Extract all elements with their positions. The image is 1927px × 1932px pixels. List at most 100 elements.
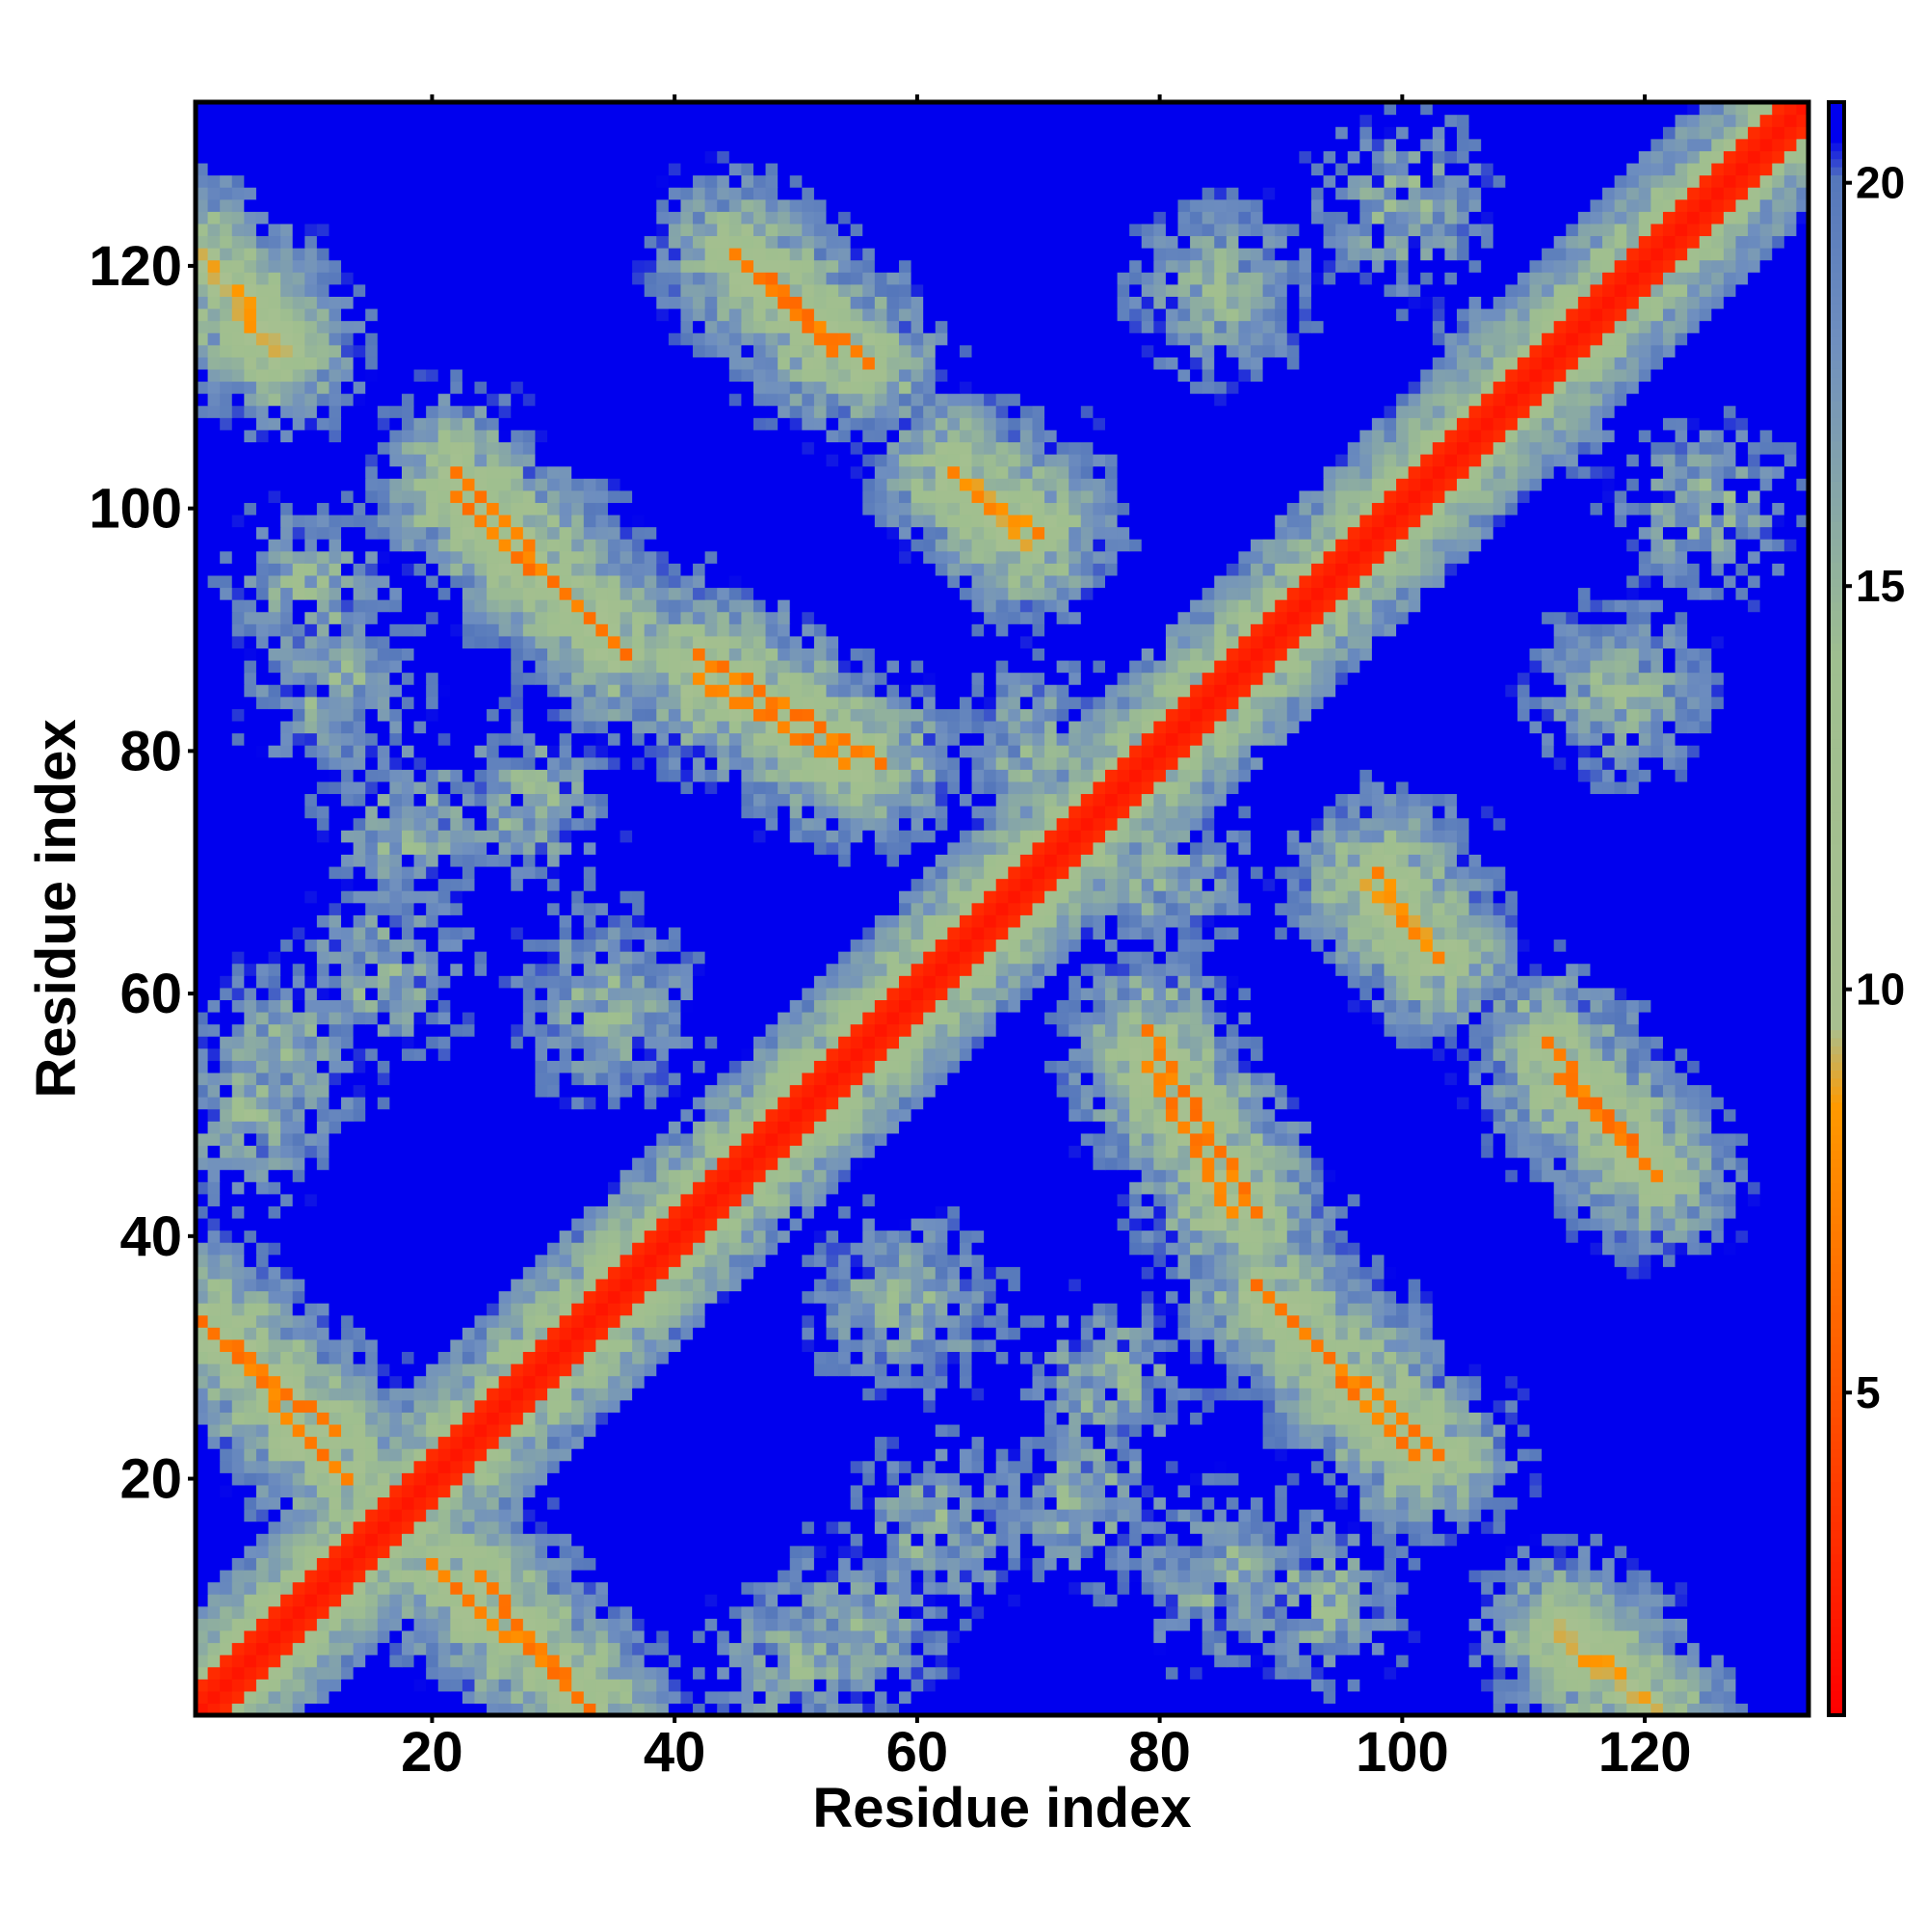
heatmap-cell xyxy=(255,1484,270,1498)
heatmap-cell xyxy=(995,1327,1009,1340)
heatmap-cell xyxy=(231,999,245,1013)
heatmap-cell xyxy=(899,1545,912,1558)
heatmap-cell xyxy=(935,1581,948,1595)
heatmap-cell xyxy=(1104,1108,1119,1122)
heatmap-cell xyxy=(1384,1388,1410,1401)
heatmap-cell xyxy=(1008,1496,1021,1510)
heatmap-cell xyxy=(1396,963,1410,976)
heatmap-cell xyxy=(752,1047,767,1061)
heatmap-cell xyxy=(559,1448,572,1462)
heatmap-cell xyxy=(1238,975,1349,989)
heatmap-cell xyxy=(728,1666,742,1680)
heatmap-cell xyxy=(1542,1703,1555,1716)
heatmap-cell xyxy=(1626,1266,1640,1280)
heatmap-cell xyxy=(377,1375,390,1389)
heatmap-cell xyxy=(231,1314,245,1328)
heatmap-cell xyxy=(935,1327,948,1340)
heatmap-cell xyxy=(535,1569,548,1583)
heatmap-cell xyxy=(1141,1484,1154,1498)
heatmap-cell xyxy=(268,1303,281,1316)
heatmap-cell xyxy=(1396,1351,1410,1364)
heatmap-cell xyxy=(292,1448,305,1462)
heatmap-cell xyxy=(789,1629,803,1644)
heatmap-cell xyxy=(559,1072,572,1086)
heatmap-cell xyxy=(850,963,863,976)
heatmap-cell xyxy=(813,975,828,989)
heatmap-cell xyxy=(365,1521,379,1534)
heatmap-cell xyxy=(231,1690,245,1705)
heatmap-cell xyxy=(1481,1399,1494,1413)
heatmap-cell xyxy=(1371,1327,1386,1340)
heatmap-cell xyxy=(231,1703,245,1716)
heatmap-cell xyxy=(1262,1084,1276,1098)
heatmap-cell xyxy=(1299,1303,1312,1316)
heatmap-cell xyxy=(1044,1569,1119,1583)
heatmap-cell xyxy=(802,987,815,1000)
heatmap-cell xyxy=(365,1581,379,1595)
heatmap-cell xyxy=(353,1666,427,1680)
heatmap-cell xyxy=(1117,1594,1154,1607)
heatmap-cell xyxy=(426,1666,439,1680)
heatmap-cell xyxy=(1141,975,1154,989)
heatmap-cell xyxy=(196,1618,209,1631)
heatmap-cell xyxy=(1177,1181,1191,1195)
heatmap-cell xyxy=(826,1703,839,1716)
heatmap-cell xyxy=(426,1412,439,1425)
heatmap-cell xyxy=(377,1072,390,1086)
heatmap-cell xyxy=(959,1266,973,1280)
heatmap-cell xyxy=(1286,1327,1300,1340)
heatmap-cell xyxy=(1104,987,1119,1000)
heatmap-cell xyxy=(1056,963,1082,976)
heatmap-cell xyxy=(365,1399,379,1413)
heatmap-cell xyxy=(474,1436,488,1449)
heatmap-cell xyxy=(196,1375,209,1389)
heatmap-cell xyxy=(1505,1569,1518,1583)
heatmap-cell xyxy=(778,1023,791,1037)
heatmap-cell xyxy=(838,1278,852,1292)
heatmap-cell xyxy=(255,1047,270,1061)
heatmap-cell xyxy=(1650,1205,1664,1219)
heatmap-cell xyxy=(1129,1399,1143,1413)
heatmap-cell xyxy=(984,963,997,976)
heatmap-cell xyxy=(1577,963,1592,976)
heatmap-cell xyxy=(813,1605,828,1619)
heatmap-cell xyxy=(280,1412,294,1425)
heatmap-cell xyxy=(1590,1703,1603,1716)
heatmap-cell xyxy=(231,1327,245,1340)
heatmap-cell xyxy=(813,1023,828,1037)
heatmap-cell xyxy=(850,1521,876,1534)
heatmap-cell xyxy=(923,1654,937,1668)
heatmap-cell xyxy=(1310,1169,1325,1182)
heatmap-cell xyxy=(462,1472,476,1486)
heatmap-cell xyxy=(862,1679,876,1692)
heatmap-cell xyxy=(1019,987,1034,1000)
heatmap-cell xyxy=(316,1399,330,1413)
heatmap-cell xyxy=(1286,1557,1300,1571)
heatmap-cell xyxy=(1723,1242,1737,1256)
heatmap-cell xyxy=(437,1448,451,1462)
heatmap-cell xyxy=(1687,1084,1701,1098)
heatmap-cell xyxy=(752,1132,767,1147)
heatmap-cell xyxy=(1444,1436,1458,1449)
heatmap-cell xyxy=(401,1629,415,1644)
heatmap-cell xyxy=(231,1132,245,1147)
heatmap-cell xyxy=(862,975,876,989)
heatmap-cell xyxy=(535,987,548,1000)
heatmap-cell xyxy=(1723,1217,1809,1231)
heatmap-cell xyxy=(1177,1594,1191,1607)
heatmap-cell xyxy=(1675,1690,1688,1705)
heatmap-cell xyxy=(547,1047,561,1061)
heatmap-cell xyxy=(304,1338,318,1353)
heatmap-cell xyxy=(995,975,1009,989)
heatmap-cell xyxy=(741,1169,754,1182)
heatmap-cell xyxy=(668,1181,682,1195)
heatmap-cell xyxy=(535,1314,548,1328)
heatmap-cell xyxy=(789,1581,803,1595)
heatmap-cell xyxy=(1529,1036,1543,1049)
heatmap-cell xyxy=(1129,1509,1143,1522)
heatmap-cell xyxy=(244,1557,257,1571)
heatmap-cell xyxy=(1614,1217,1627,1231)
heatmap-cell xyxy=(1359,1605,1373,1619)
heatmap-cell xyxy=(1626,1193,1640,1206)
heatmap-cell xyxy=(728,1278,742,1292)
